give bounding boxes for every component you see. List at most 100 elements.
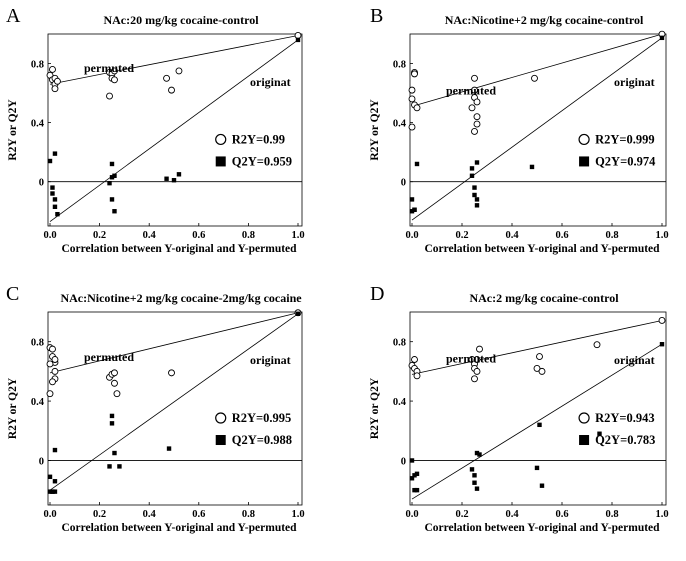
panel-d: D NAc:2 mg/kg cocaine-control 0.0 0.2 0.4 0.6…	[369, 283, 669, 534]
permuted-fit-line	[49, 35, 299, 85]
permuted-fit-line	[411, 33, 663, 107]
x-axis-label: Correlation between Y-original and Y-per…	[61, 243, 297, 255]
q2y-point	[50, 185, 55, 190]
q2y-point	[409, 209, 415, 214]
original-fit-line	[49, 313, 299, 491]
r2y-point	[163, 74, 171, 82]
r2y-point	[175, 67, 183, 75]
r2y-point	[408, 123, 416, 131]
y-axis-label: R2Y or Q2Y	[7, 377, 19, 439]
q2y-point	[659, 342, 665, 347]
y-tick-label: 0.8	[393, 338, 406, 349]
legend-r2y-label: R2Y=0.995	[232, 411, 292, 425]
y-tick-label: 0.4	[393, 397, 407, 408]
legend-r2y-marker	[215, 412, 227, 424]
q2y-point	[537, 422, 542, 428]
q2y-point	[50, 191, 55, 196]
legend-q2y-marker	[579, 435, 590, 446]
r2y-point	[51, 367, 59, 375]
q2y-point	[414, 487, 420, 493]
plot-frame	[47, 33, 303, 227]
legend-r2y-marker	[578, 412, 590, 424]
r2y-point	[468, 104, 476, 112]
r2y-point	[51, 356, 59, 363]
original-fit-line	[49, 39, 299, 222]
r2y-point	[46, 390, 54, 398]
legend-q2y-label: Q2Y=0.959	[232, 154, 292, 168]
r2y-point	[111, 379, 118, 387]
plot-frame	[47, 311, 303, 506]
r2y-point	[476, 345, 483, 353]
y-tick-label: 0.8	[31, 338, 44, 349]
q2y-point	[52, 447, 58, 453]
panel-letter: C	[6, 283, 19, 305]
r2y-point	[113, 390, 121, 398]
q2y-point	[409, 458, 415, 463]
permuted-annotation: permuted	[84, 61, 134, 75]
q2y-point	[414, 471, 420, 477]
y-tick-label: 0	[39, 456, 44, 467]
q2y-point	[50, 489, 55, 494]
y-axis-label: R2Y or Q2Y	[369, 99, 381, 161]
q2y-point	[176, 172, 182, 177]
x-tick-label: 1.0	[291, 230, 304, 241]
original-fit-line	[411, 343, 663, 500]
q2y-point	[409, 197, 415, 202]
r2y-point	[408, 95, 416, 103]
r2y-point	[471, 128, 478, 135]
r2y-point	[531, 74, 538, 82]
x-tick-label: 0.8	[605, 509, 618, 520]
r2y-point	[106, 92, 113, 100]
q2y-point	[295, 37, 301, 43]
y-tick-label: 0	[401, 178, 406, 189]
y-tick-label: 0.4	[31, 397, 45, 408]
panel-title: NAc:20 mg/kg cocaine-control	[103, 13, 259, 27]
q2y-point	[412, 487, 417, 493]
legend-q2y-marker	[579, 156, 590, 167]
panel-c: C NAc:Nicotine+2 mg/kg cocaine-2mg/kg coc…	[6, 283, 305, 534]
permuted-fit-line	[49, 312, 299, 374]
panel-title: NAc:Nicotine+2 mg/kg cocaine-control	[445, 13, 644, 27]
panel-letter: A	[6, 5, 21, 27]
q2y-point	[55, 211, 60, 217]
q2y-point	[477, 452, 482, 457]
y-axis-label: R2Y or Q2Y	[7, 99, 19, 161]
x-tick-label: 0.8	[605, 230, 618, 241]
x-tick-label: 0.4	[143, 509, 157, 520]
x-tick-label: 0.0	[43, 509, 56, 520]
q2y-point	[472, 473, 477, 478]
r2y-point	[168, 86, 175, 94]
r2y-point	[168, 369, 175, 377]
r2y-point	[111, 369, 118, 377]
r2y-point	[46, 360, 54, 368]
r2y-point	[294, 32, 302, 39]
x-tick-label: 1.0	[655, 509, 668, 520]
legend-q2y-label: Q2Y=0.783	[595, 433, 655, 447]
y-tick-label: 0.8	[393, 60, 406, 71]
permuted-annotation: permuted	[84, 350, 134, 364]
x-axis-label: Correlation between Y-original and Y-per…	[424, 243, 660, 255]
panel-a: A NAc:20 mg/kg cocaine-control 0.0 0.2 0.4 0.…	[6, 5, 305, 255]
legend-q2y-label: Q2Y=0.974	[595, 154, 656, 168]
q2y-point	[109, 175, 115, 180]
r2y-point	[473, 120, 481, 128]
q2y-point	[52, 197, 58, 202]
r2y-point	[49, 65, 56, 73]
y-tick-label: 0	[401, 456, 406, 467]
permuted-annotation: permuted	[446, 83, 496, 97]
q2y-point	[52, 151, 58, 156]
q2y-point	[117, 464, 122, 469]
r2y-point	[111, 76, 118, 84]
r2y-point	[411, 70, 418, 78]
x-axis-label: Correlation between Y-original and Y-per…	[61, 522, 297, 534]
x-tick-label: 0.2	[93, 509, 106, 520]
panel-letter: D	[370, 283, 384, 305]
x-tick-label: 0.6	[192, 509, 205, 520]
x-tick-label: 0.0	[405, 509, 418, 520]
r2y-point	[471, 74, 478, 82]
r2y-point	[473, 113, 481, 121]
panel-b: B NAc:Nicotine+2 mg/kg cocaine-control 0.0…	[369, 5, 669, 255]
r2y-point	[473, 98, 481, 106]
r2y-point	[536, 353, 543, 360]
x-tick-label: 0.2	[93, 230, 106, 241]
